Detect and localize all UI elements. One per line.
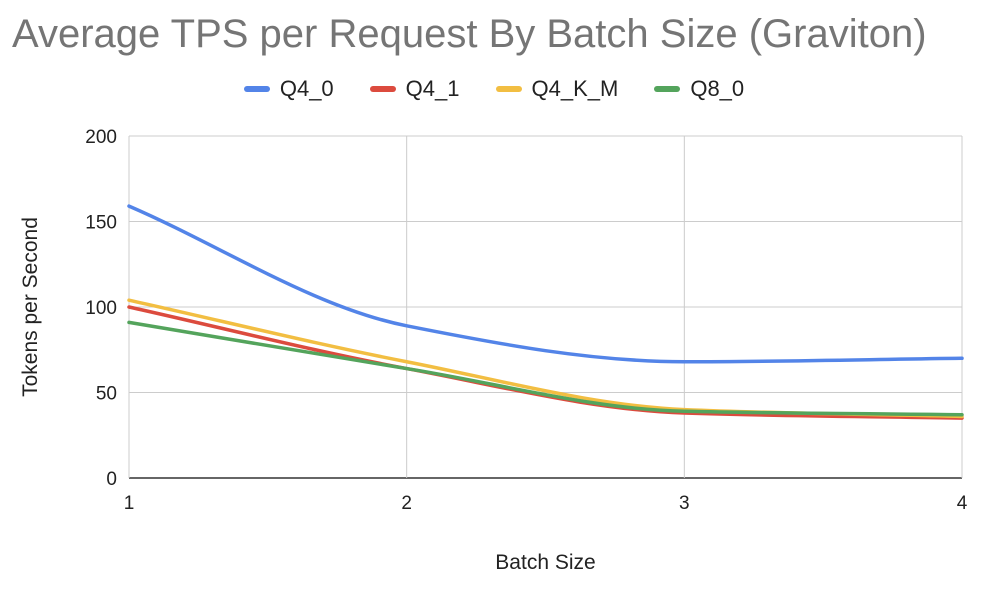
x-tick-label: 3 [679,493,690,514]
x-tick-label: 1 [124,493,135,514]
legend-item: Q4_0 [243,76,334,102]
legend: Q4_0 Q4_1 Q4_K_M Q8_0 [0,76,988,102]
legend-label: Q4_0 [279,76,334,101]
y-tick-label: 150 [85,213,117,234]
legend-label: Q4_K_M [531,76,619,101]
x-tick-label: 4 [957,493,968,514]
x-tick-label: 2 [401,493,412,514]
series-lines [127,204,964,420]
series-line-q4-1 [127,305,964,420]
legend-swatch [654,86,681,92]
series-line-q8-0 [127,320,964,417]
x-axis-title: Batch Size [495,551,595,574]
legend-item: Q4_K_M [495,76,619,102]
legend-swatch [369,86,396,92]
grid [128,135,963,479]
legend-label: Q8_0 [690,76,745,101]
chart-title: Average TPS per Request By Batch Size (G… [12,12,927,56]
legend-label: Q4_1 [405,76,460,101]
y-tick-label: 200 [85,127,117,148]
y-tick-label: 50 [96,384,117,405]
series-line-q4-0 [127,204,964,364]
series-line-q4-k-m [127,298,964,419]
y-tick-label: 100 [85,298,117,319]
legend-item: Q4_1 [369,76,460,102]
x-tick-labels: 1 2 3 4 [124,493,968,514]
y-tick-labels: 0 50 100 150 200 [85,127,117,490]
legend-swatch [243,86,270,92]
y-tick-label: 0 [106,469,117,490]
legend-swatch [495,86,522,92]
y-axis-title: Tokens per Second [19,217,42,397]
legend-item: Q8_0 [654,76,744,102]
